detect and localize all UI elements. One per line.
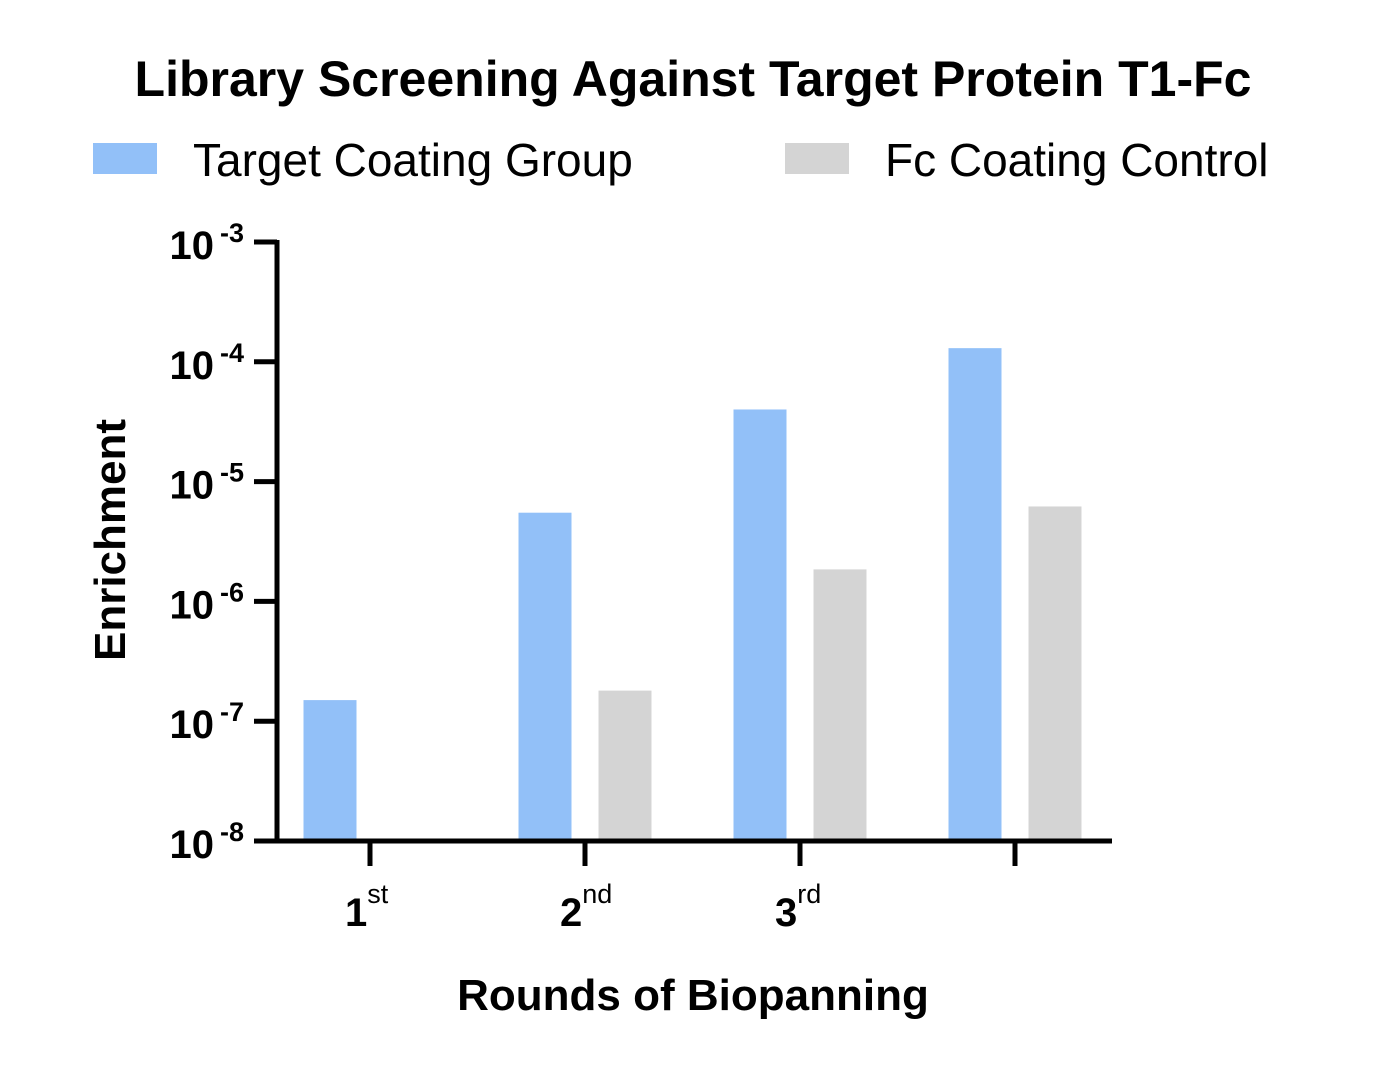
y-tick-label: 10 -5 bbox=[169, 458, 244, 508]
x-axis-title: Rounds of Biopanning bbox=[457, 971, 929, 1020]
bar-target-round-4 bbox=[948, 348, 1002, 841]
y-tick-label: 10 -6 bbox=[169, 577, 244, 627]
chart-title: Library Screening Against Target Protein… bbox=[135, 51, 1252, 107]
y-tick-label: 10 -4 bbox=[169, 338, 244, 388]
legend-label-fc-control: Fc Coating Control bbox=[885, 134, 1269, 186]
legend-label-target: Target Coating Group bbox=[193, 134, 633, 186]
x-tick-label: 3rd bbox=[775, 879, 821, 935]
y-tick-label: 10 -3 bbox=[169, 218, 244, 268]
bar-fc-control-round-2 bbox=[598, 690, 652, 841]
y-ticks: 10-3 10-4 10-5 10-6 10-7 10-8 bbox=[169, 218, 277, 867]
x-tick-label: 2nd bbox=[560, 879, 612, 935]
x-ticks: 1st 2nd 3rd bbox=[345, 841, 1018, 935]
bar-fc-control-round-4 bbox=[1028, 506, 1082, 841]
x-tick-label: 1st bbox=[345, 879, 389, 935]
legend-swatch-fc-control bbox=[785, 143, 849, 174]
y-tick-label: 10 -7 bbox=[169, 697, 244, 747]
bar-fc-control-round-3 bbox=[813, 569, 867, 841]
legend: Target Coating Group Fc Coating Control bbox=[93, 134, 1269, 186]
y-tick-label: 10 -8 bbox=[169, 817, 244, 867]
bar-target-round-1 bbox=[303, 700, 357, 841]
bars bbox=[303, 348, 1082, 841]
legend-swatch-target bbox=[93, 143, 157, 174]
y-axis-title: Enrichment bbox=[86, 419, 135, 661]
bar-target-round-2 bbox=[518, 512, 572, 841]
bar-target-round-3 bbox=[733, 409, 787, 841]
